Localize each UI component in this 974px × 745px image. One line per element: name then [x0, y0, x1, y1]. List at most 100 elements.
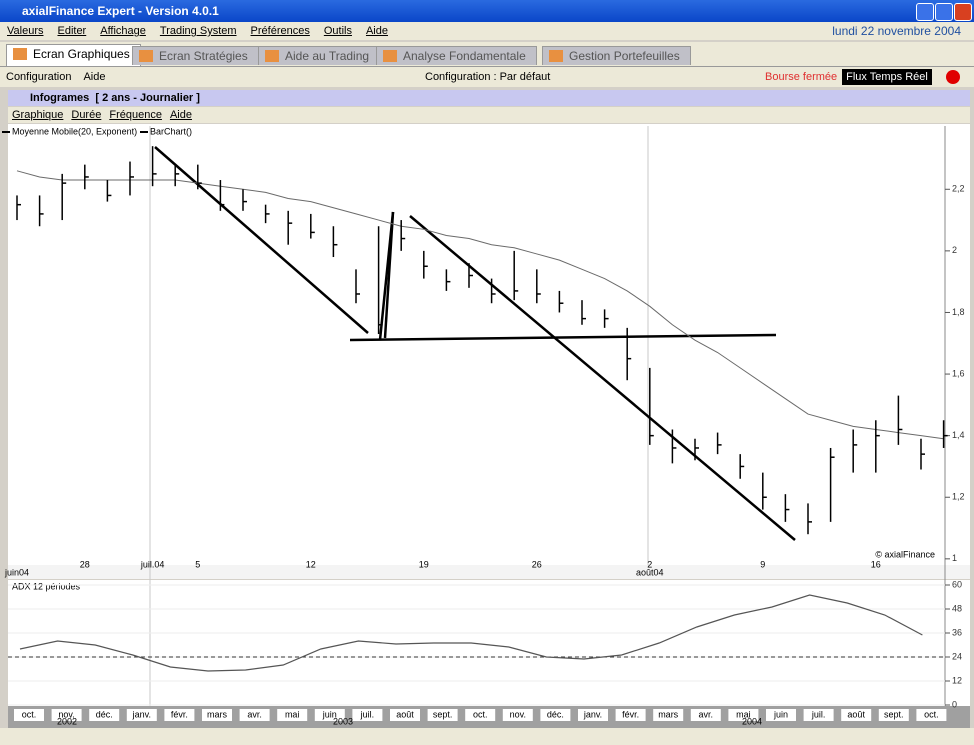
month-cell	[653, 709, 684, 721]
chart-menu: Graphique Durée Fréquence Aide	[8, 107, 970, 123]
tab[interactable]: Gestion Portefeuilles	[542, 46, 691, 65]
month-label: août	[847, 709, 865, 719]
legend-bar: BarChart()	[150, 126, 192, 136]
month-cell	[202, 709, 232, 721]
year-label: 2003	[333, 716, 353, 726]
month-label: mai	[736, 709, 751, 719]
month-label: oct.	[22, 709, 37, 719]
trend-line	[154, 146, 369, 334]
y-tick-label: 1,4	[952, 430, 965, 440]
y-tick-label: 2,2	[952, 184, 965, 194]
y-tick-label: 1	[952, 553, 957, 563]
x-tick-label: 9	[760, 559, 765, 569]
y-tick-label: 1,6	[952, 368, 965, 378]
month-label: mars	[207, 709, 227, 719]
month-cell	[502, 709, 533, 721]
title-bar: axialFinance Expert - Version 4.0.1	[0, 0, 974, 22]
adx-title: ADX 12 périodes	[12, 581, 81, 591]
month-label: mai	[285, 709, 300, 719]
month-cell	[615, 709, 646, 721]
y-tick-label: 12	[952, 675, 962, 685]
toolbar-item[interactable]: Configuration	[6, 71, 72, 83]
tab[interactable]: Ecran Graphiques	[6, 44, 141, 66]
x-tick-label: juin04	[4, 567, 29, 577]
y-tick-label: 36	[952, 627, 962, 637]
month-label: déc.	[96, 709, 113, 719]
date: lundi 22 novembre 2004	[832, 24, 961, 38]
chart-menu-item[interactable]: Graphique	[12, 109, 64, 121]
month-label: janv.	[132, 709, 151, 719]
month-cell	[390, 709, 420, 721]
menu-bar: Valeurs Editer Affichage Trading System Préf…	[0, 22, 974, 40]
month-cell	[352, 709, 383, 721]
y-tick-label: 0	[952, 699, 957, 709]
month-label: nov.	[58, 709, 74, 719]
month-cell	[126, 709, 157, 721]
month-cell	[14, 709, 44, 721]
x-tick-label: 28	[80, 559, 90, 569]
moving-average	[16, 170, 944, 440]
trend-line	[383, 211, 395, 339]
price-panel	[8, 124, 970, 565]
month-label: févr.	[171, 709, 188, 719]
chart-menu-item[interactable]: Fréquence	[109, 109, 162, 121]
month-label: juin	[773, 709, 788, 719]
month-cell	[540, 709, 571, 721]
y-tick-label: 48	[952, 603, 962, 613]
month-cell	[51, 709, 82, 721]
y-tick-label: 24	[952, 651, 962, 661]
y-tick-label: 60	[952, 579, 962, 589]
watermark: © axialFinance	[875, 549, 935, 559]
month-cell	[89, 709, 120, 721]
window-title: axialFinance Expert - Version 4.0.1	[22, 4, 219, 18]
toolbar: Configuration Aide Configuration : Par dé…	[0, 66, 974, 87]
month-label: août	[396, 709, 414, 719]
month-cell	[239, 709, 270, 721]
toolbar-item[interactable]: Aide	[83, 71, 106, 83]
menu-item[interactable]: Affichage	[100, 25, 146, 37]
y-tick-label: 2	[952, 245, 957, 255]
tab[interactable]: Analyse Fondamentale	[376, 46, 537, 65]
menu-item[interactable]: Editer	[57, 25, 87, 37]
menu-item[interactable]: Aide	[365, 25, 388, 37]
chart-menu-item[interactable]: Durée	[71, 109, 102, 121]
year-label: 2002	[57, 716, 77, 726]
month-label: juin	[322, 709, 337, 719]
feed[interactable]: Flux Temps Réel	[842, 69, 932, 85]
month-label: oct.	[924, 709, 939, 719]
month-cell	[164, 709, 195, 721]
month-cell	[803, 709, 834, 721]
tabs: Ecran Graphiques Ecran Stratégies Aide au …	[0, 42, 974, 66]
y-tick-label: 1,8	[952, 307, 965, 317]
chart-menu-item[interactable]: Aide	[169, 109, 192, 121]
menu-item[interactable]: Outils	[323, 25, 352, 37]
tab[interactable]: Ecran Stratégies	[132, 46, 259, 65]
year-label: 2004	[742, 716, 762, 726]
menu-item[interactable]: Valeurs	[7, 25, 44, 37]
close[interactable]	[954, 3, 972, 21]
x-tick-label: 26	[532, 559, 542, 569]
status-bar	[0, 728, 974, 745]
month-cell	[690, 709, 721, 721]
month-label: févr.	[622, 709, 639, 719]
month-label: sept.	[433, 709, 453, 719]
x-tick-label: 5	[195, 559, 200, 569]
menu-item[interactable]: Préférences	[250, 25, 310, 37]
x-tick-label: juil.04	[140, 559, 165, 569]
menu-item[interactable]: Trading System	[159, 25, 237, 37]
minimize[interactable]	[916, 3, 934, 21]
trend-line	[349, 333, 777, 342]
month-label: avr.	[247, 709, 262, 719]
month-label: oct.	[473, 709, 488, 719]
x-tick-label: 12	[306, 559, 316, 569]
month-label: déc.	[547, 709, 564, 719]
maximize[interactable]	[935, 3, 953, 21]
month-label: mars	[658, 709, 678, 719]
x-tick-label: 19	[419, 559, 429, 569]
month-label: juil.	[811, 709, 826, 719]
tab[interactable]: Aide au Trading	[258, 46, 381, 65]
trend-line	[409, 215, 796, 541]
month-label: janv.	[583, 709, 602, 719]
month-cell	[465, 709, 496, 721]
